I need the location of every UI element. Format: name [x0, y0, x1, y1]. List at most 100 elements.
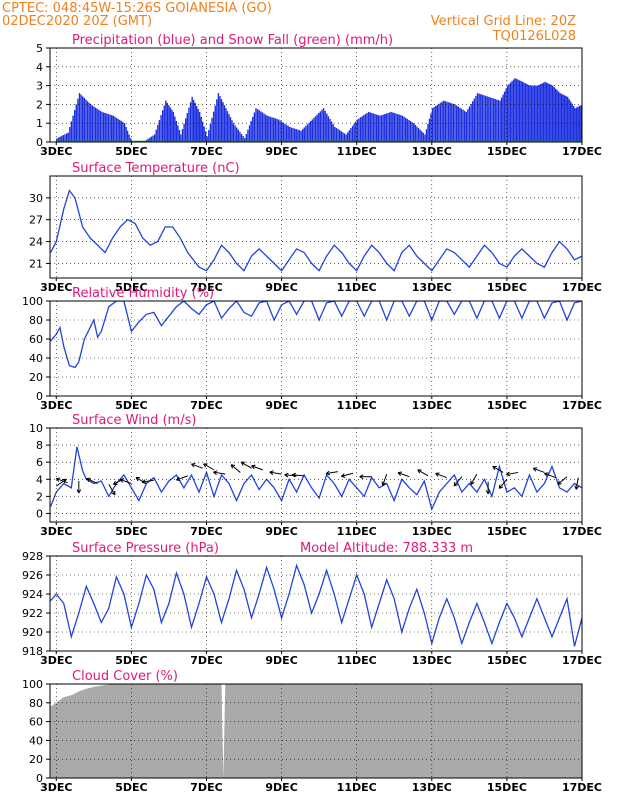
y-tick-label: 4 — [36, 473, 43, 486]
precip-bar — [169, 107, 172, 142]
y-tick-label: 924 — [22, 588, 43, 601]
precip-bar — [223, 105, 226, 142]
wind-arrow-head — [113, 480, 118, 485]
wind-arrow — [269, 471, 282, 475]
wind-arrow — [575, 477, 579, 490]
precip-bar — [535, 85, 537, 142]
series-line-1 — [50, 189, 582, 272]
y-tick-label: 80 — [29, 314, 43, 327]
model-header: TQ0126L028 — [492, 29, 576, 44]
x-tick-label: 11DEC — [337, 281, 377, 294]
precip-bar — [279, 120, 281, 142]
x-tick-label: 15DEC — [487, 781, 527, 794]
precip-bar — [245, 133, 248, 142]
precip-bar — [419, 129, 421, 142]
y-tick-label: 20 — [29, 753, 43, 766]
precip-bar — [306, 124, 309, 142]
x-tick-label: 17DEC — [562, 145, 602, 158]
precip-bar — [514, 78, 516, 142]
precip-bar — [174, 116, 176, 142]
precip-bar — [351, 125, 354, 142]
precip-bar — [250, 121, 252, 142]
precip-bar — [463, 110, 466, 142]
y-tick-label: 80 — [29, 697, 43, 710]
precip-bar — [547, 83, 549, 142]
x-tick-label: 15DEC — [487, 525, 527, 538]
x-tick-label: 17DEC — [562, 399, 602, 412]
panel-5: Cloud Cover (%) 0 20 40 60 80 100 3DEC 5DEC 7DEC 9… — [22, 669, 602, 794]
precip-bar — [425, 129, 428, 142]
precip-bar — [110, 115, 113, 142]
wind-arrow — [470, 473, 478, 485]
precip-bar — [102, 112, 105, 142]
x-tick-label: 15DEC — [487, 654, 527, 667]
y-tick-label: 5 — [36, 42, 43, 55]
precip-bar — [492, 98, 495, 142]
wind-arrow — [55, 478, 67, 487]
wind-arrow-head — [111, 490, 116, 496]
x-tick-label: 7DEC — [190, 281, 222, 294]
precip-bar — [476, 93, 479, 142]
precip-bar — [282, 122, 285, 142]
precip-bar — [518, 80, 521, 142]
precip-bar — [569, 101, 572, 142]
precip-bar — [348, 130, 351, 142]
precip-bar — [235, 127, 238, 142]
y-tick-label: 60 — [29, 716, 43, 729]
precip-bar — [112, 115, 114, 142]
precip-bar — [277, 119, 280, 142]
precip-bar — [499, 100, 501, 142]
precip-bar — [263, 113, 265, 142]
precip-bar — [334, 126, 336, 142]
wind-arrow — [435, 472, 447, 479]
precip-bar — [387, 112, 389, 142]
precip-bar — [88, 102, 90, 142]
precip-bar — [473, 98, 476, 142]
wind-arrow-head — [240, 461, 246, 466]
wind-arrow — [230, 464, 241, 473]
precip-bar — [73, 110, 76, 142]
precip-bar — [350, 128, 352, 142]
wind-arrow — [533, 467, 545, 473]
precip-bar — [269, 116, 272, 142]
precip-bar — [301, 129, 304, 142]
wind-arrow — [397, 472, 410, 478]
wind-arrow-head — [135, 477, 141, 482]
precip-bar — [398, 114, 400, 142]
precip-bar — [195, 105, 198, 142]
x-tick-label: 3DEC — [40, 781, 72, 794]
precip-bar — [433, 107, 435, 142]
y-tick-label: 922 — [22, 607, 43, 620]
precip-bar — [428, 118, 431, 142]
panel-frame-5 — [49, 683, 583, 779]
station-header: CPTEC: 048:45W-15:26S GOIANESIA (GO) — [2, 1, 272, 16]
precip-bar — [274, 118, 277, 142]
wind-arrow-head — [544, 472, 549, 477]
panel-data-5 — [50, 684, 582, 778]
precip-bar — [222, 102, 224, 142]
precip-bar — [329, 118, 331, 142]
panel-data-3 — [50, 446, 582, 512]
precip-bar — [409, 121, 412, 142]
precip-bar — [115, 117, 118, 142]
precip-bar — [253, 112, 256, 142]
wind-arrow-head — [291, 472, 297, 478]
precip-bar — [541, 83, 543, 142]
precip-bar — [322, 108, 325, 142]
precip-bar — [343, 133, 346, 142]
precip-bar — [393, 112, 396, 142]
precip-bar — [444, 101, 447, 142]
precip-bar — [295, 129, 297, 142]
precip-bar — [57, 137, 60, 142]
precip-bar — [261, 112, 264, 142]
precip-bar — [557, 91, 560, 142]
y-tick-label: 100 — [22, 295, 43, 308]
precip-bar — [308, 122, 310, 142]
y-tick-label: 0 — [36, 507, 43, 520]
x-tick-label: 13DEC — [412, 654, 452, 667]
precip-bar — [342, 132, 344, 142]
precip-bar — [125, 126, 127, 142]
precip-bar — [403, 116, 405, 142]
series-line-4 — [50, 563, 582, 647]
run-date-header: 02DEC2020 20Z (GMT) — [2, 14, 152, 29]
